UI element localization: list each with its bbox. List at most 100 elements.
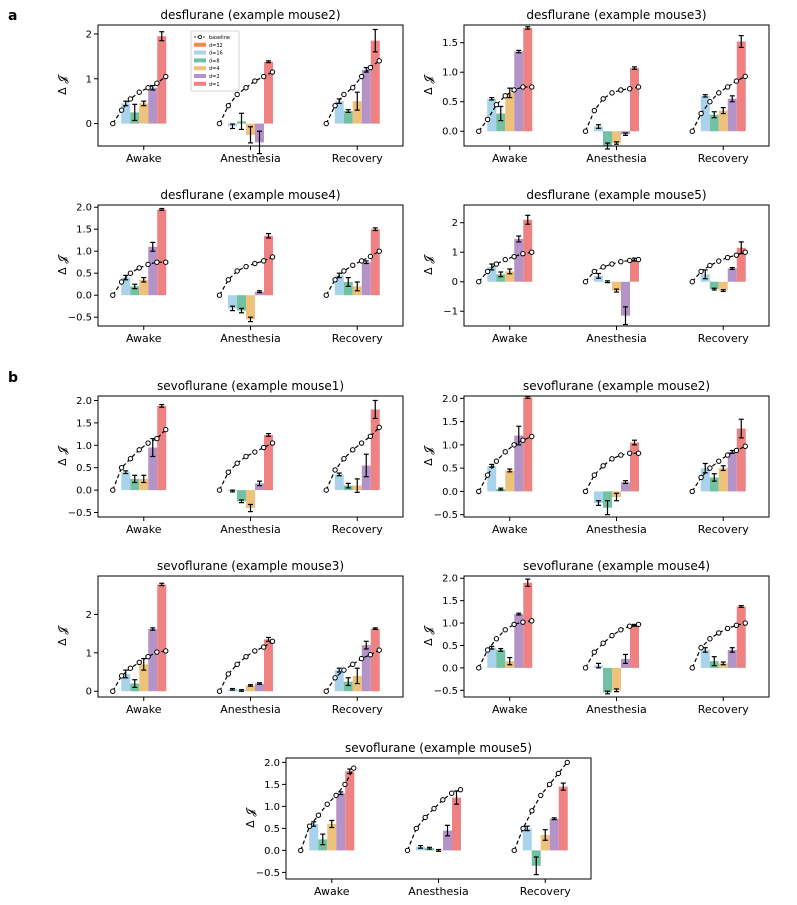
baseline-marker-awake [476,488,482,495]
plot-frame [463,395,770,518]
baseline-marker-recovery [698,474,704,481]
baseline-marker-recovery [698,110,704,117]
error-bar-d2-recovery [729,266,735,270]
y-axis-label: Δ 𝓙 [244,807,257,828]
y-axis-label: Δ 𝓙 [422,445,435,466]
baseline-marker-awake [529,249,535,255]
bar-d1-anesthesia [264,61,273,124]
error-bar-d2-anesthesia [257,682,262,685]
baseline-marker-recovery [332,675,338,681]
baseline-marker-recovery [742,73,748,80]
baseline-marker-awake [163,73,169,80]
bar-d8-anesthesia [237,490,246,502]
baseline-marker-anesthesia [243,653,249,660]
y-tick-label: 0.5 [76,269,92,280]
error-bar-d1-recovery [372,627,378,630]
baseline-marker-anesthesia [618,452,624,458]
bar-d1-awake [157,405,167,491]
y-tick-label: 1.0 [442,68,458,79]
baseline-marker-awake [136,265,142,271]
error-bar-d4-recovery [354,667,360,685]
error-bar-d8-recovery [345,109,351,113]
baseline-marker-anesthesia [252,449,258,455]
baseline-marker-anesthesia [448,790,455,796]
baseline-marker-recovery [707,262,713,269]
error-bar-d1-awake [525,26,531,30]
bar-d1-awake [157,584,167,692]
baseline-marker-awake [145,85,151,91]
subplot-title: sevoflurane (example mouse2) [523,379,710,393]
baseline-marker-anesthesia [252,648,258,654]
y-tick-label: 1.0 [76,247,92,258]
error-bar-d2-awake [150,241,156,252]
bar-d4-recovery [718,468,728,492]
error-bar-d2-recovery [363,260,369,265]
y-tick-label: 2 [86,610,92,621]
baseline-marker-anesthesia [252,260,258,267]
legend-swatch-d32 [194,42,206,47]
error-bar-d2-awake [150,627,156,631]
error-bar-d1-awake [159,207,165,211]
bar-d4-recovery [540,835,550,851]
subplot-title: desflurane (example mouse3) [526,8,706,22]
baseline-marker-awake [110,688,116,694]
bar-d4-anesthesia [246,685,255,692]
x-tick-label-recovery: Recovery [698,332,749,345]
error-bar-d16-recovery [702,94,708,98]
bar-d1-awake [523,582,533,668]
bar-d1-anesthesia [452,797,461,851]
bar-d4-anesthesia [612,131,621,144]
bar-d2-awake [336,793,346,851]
baseline-marker-awake [529,618,535,624]
bar-d2-anesthesia [255,483,264,491]
baseline-marker-anesthesia [243,85,249,91]
baseline-marker-recovery [724,254,731,261]
bar-d16-awake [309,824,319,851]
x-tick-label-anesthesia: Anesthesia [586,152,647,165]
error-bar-d1-recovery [560,782,566,791]
bar-d2-anesthesia [621,281,630,316]
x-tick-label-awake: Awake [126,152,162,165]
subplot-9: sevoflurane (example mouse5) Δ 𝓙 Awake Anes… [244,741,592,898]
bar-d8-recovery [709,114,719,132]
baseline-marker-awake [351,765,357,771]
baseline-marker-awake [511,253,517,260]
error-bar-d8-awake [498,487,504,491]
bar-d1-recovery [370,40,380,124]
x-tick-label-recovery: Recovery [698,703,749,716]
baseline-marker-recovery [341,456,347,462]
bar-d8-anesthesia [603,491,612,508]
baseline-marker-awake [529,433,535,440]
bar-d2-awake [148,246,158,296]
bar-d1-anesthesia [264,434,273,491]
bar-d16-recovery [334,670,344,692]
baseline-marker-anesthesia [618,87,624,93]
baseline-marker-anesthesia [216,120,223,127]
bar-d1-recovery [370,409,380,491]
error-bar-d4-awake [507,468,513,473]
baseline-marker-recovery [529,808,535,814]
baseline-marker-awake [145,653,151,660]
error-bar-d1-anesthesia [266,433,271,437]
baseline-marker-anesthesia [252,78,258,84]
baseline-marker-anesthesia [618,627,624,633]
baseline-marker-awake [154,259,160,265]
baseline-marker-recovery [350,262,356,268]
error-bar-d8-anesthesia [427,846,432,850]
error-bar-d2-anesthesia [623,480,628,485]
error-bar-d16-awake [123,669,129,679]
error-bar-d1-anesthesia [632,66,637,70]
baseline-marker-anesthesia [582,488,589,495]
bar-d2-awake [148,87,158,124]
baseline-marker-recovery [323,487,329,493]
legend-swatch-d1 [194,81,206,86]
baseline-marker-anesthesia [591,107,598,114]
bar-d1-anesthesia [630,442,639,492]
error-bar-d4-awake [141,100,147,107]
baseline-marker-anesthesia [234,460,240,466]
y-tick-label: 0.5 [264,824,280,835]
bar-d2-recovery [361,645,371,692]
baseline-marker-anesthesia [457,786,464,793]
error-bar-d8-anesthesia [605,280,610,284]
bar-d2-anesthesia [621,482,630,492]
